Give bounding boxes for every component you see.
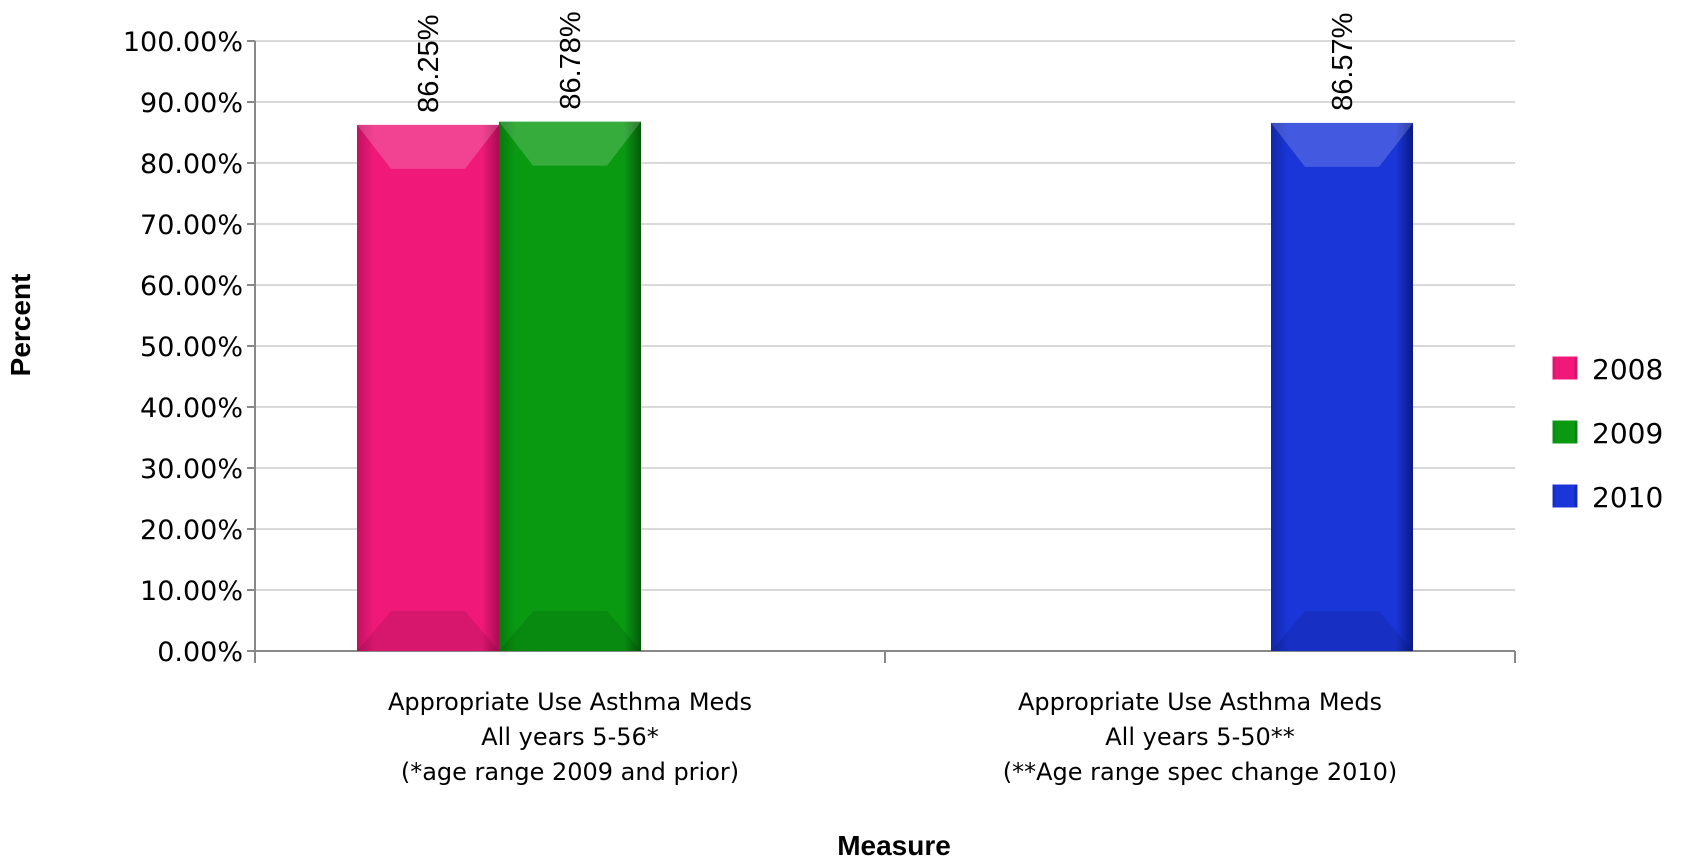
- bar-body: [357, 124, 499, 651]
- data-label-2010: 86.57%: [1327, 13, 1359, 111]
- bar-bevel-bottom: [357, 611, 499, 651]
- bar-2009-0: [499, 121, 641, 652]
- y-tick-label: 70.00%: [140, 210, 243, 241]
- y-tick-label: 30.00%: [140, 454, 243, 485]
- category-labels: Appropriate Use Asthma Meds All years 5-5…: [388, 688, 1397, 786]
- legend-item-2010: 2010: [1552, 481, 1663, 514]
- legend-swatch: [1552, 484, 1578, 508]
- data-label-2008: 86.25%: [413, 15, 445, 113]
- legend-label: 2009: [1592, 417, 1663, 450]
- legend-label: 2008: [1592, 353, 1663, 386]
- legend-item-2008: 2008: [1552, 353, 1663, 386]
- bar-2008-0: [357, 124, 499, 651]
- category-label: Appropriate Use Asthma Meds: [388, 688, 752, 716]
- bar-bevel-bottom: [1271, 611, 1413, 651]
- category-label: All years 5-56*: [481, 723, 659, 751]
- x-axis: [254, 650, 1516, 663]
- data-labels: 86.25% 86.78% 86.57%: [413, 11, 1359, 113]
- y-tick-label: 10.00%: [140, 576, 243, 607]
- y-tick-label: 50.00%: [140, 332, 243, 363]
- legend-label: 2010: [1592, 481, 1663, 514]
- y-tick-label: 90.00%: [140, 88, 243, 119]
- x-axis-title: Measure: [837, 830, 951, 860]
- bar-2010-1: [1271, 122, 1413, 652]
- bar-body: [499, 121, 641, 652]
- y-tick-label: 100.00%: [123, 27, 243, 58]
- y-tick-label: 60.00%: [140, 271, 243, 302]
- y-tick-label: 40.00%: [140, 393, 243, 424]
- y-tick-label: 80.00%: [140, 149, 243, 180]
- legend: 2008 2009 2010: [1552, 353, 1663, 514]
- bar-bevel-top: [357, 124, 499, 169]
- category-label: (**Age range spec change 2010): [1003, 758, 1398, 786]
- bar-bevel-bottom: [499, 611, 641, 651]
- y-axis: 0.00% 10.00% 20.00% 30.00% 40.00% 50.00% 60.00…: [123, 27, 256, 668]
- bar-bevel-top: [499, 121, 641, 166]
- legend-swatch: [1552, 356, 1578, 380]
- y-tick-label: 20.00%: [140, 515, 243, 546]
- data-label-2009: 86.78%: [555, 11, 587, 109]
- bar-body: [1271, 122, 1413, 652]
- category-label: All years 5-50**: [1105, 723, 1295, 751]
- category-label: (*age range 2009 and prior): [401, 758, 739, 786]
- legend-swatch: [1552, 420, 1578, 444]
- bars: [357, 121, 1413, 652]
- legend-item-2009: 2009: [1552, 417, 1663, 450]
- y-axis-title: Percent: [5, 274, 36, 377]
- y-tick-label: 0.00%: [157, 637, 243, 668]
- bar-bevel-top: [1271, 122, 1413, 167]
- category-label: Appropriate Use Asthma Meds: [1018, 688, 1382, 716]
